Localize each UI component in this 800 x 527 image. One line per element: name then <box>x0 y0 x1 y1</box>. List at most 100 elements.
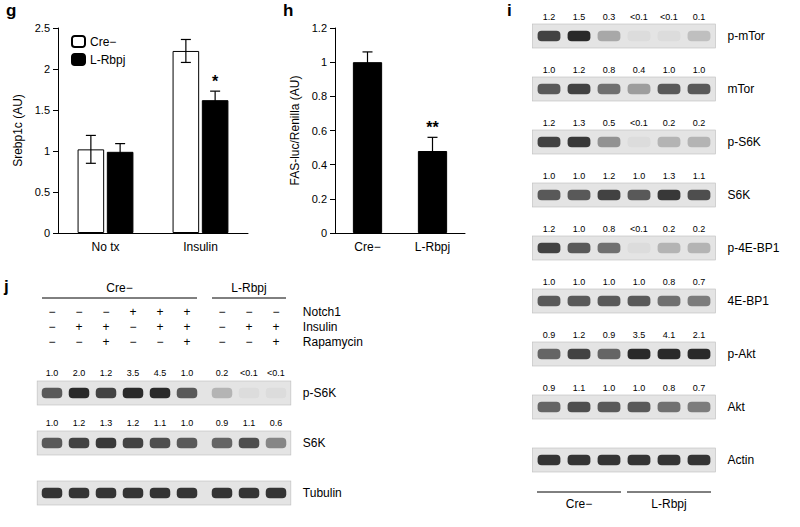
svg-text:1.0: 1.0 <box>181 418 194 428</box>
svg-text:0.8: 0.8 <box>663 277 676 287</box>
svg-text:Cre−: Cre− <box>566 497 592 511</box>
svg-text:+: + <box>183 305 190 319</box>
svg-text:2: 2 <box>44 63 50 75</box>
svg-text:Cre−: Cre− <box>90 35 116 49</box>
svg-text:<0.1: <0.1 <box>630 12 648 22</box>
svg-text:0.3: 0.3 <box>603 12 616 22</box>
svg-text:1.5: 1.5 <box>35 104 50 116</box>
svg-text:2.0: 2.0 <box>73 368 86 378</box>
svg-text:L-Rbpj: L-Rbpj <box>651 497 686 511</box>
svg-text:0.9: 0.9 <box>603 330 616 340</box>
svg-text:1.0: 1.0 <box>633 383 646 393</box>
svg-text:−: − <box>129 320 136 334</box>
svg-text:1.2: 1.2 <box>100 368 113 378</box>
svg-text:L-Rbpj: L-Rbpj <box>231 281 266 295</box>
svg-text:1.0: 1.0 <box>573 224 586 234</box>
svg-text:3.5: 3.5 <box>633 330 646 340</box>
svg-text:+: + <box>183 320 190 334</box>
svg-text:1.1: 1.1 <box>154 418 167 428</box>
svg-text:mTor: mTor <box>728 82 755 96</box>
svg-text:<0.1: <0.1 <box>660 12 678 22</box>
svg-text:0: 0 <box>44 227 50 239</box>
svg-text:p-4E-BP1: p-4E-BP1 <box>728 241 780 255</box>
svg-text:g: g <box>6 1 16 20</box>
svg-text:0.9: 0.9 <box>216 418 229 428</box>
svg-text:−: − <box>156 335 163 349</box>
svg-text:<0.1: <0.1 <box>267 368 285 378</box>
svg-text:0.2: 0.2 <box>312 193 327 205</box>
svg-text:0.6: 0.6 <box>312 125 327 137</box>
svg-text:1.2: 1.2 <box>573 330 586 340</box>
svg-text:−: − <box>129 335 136 349</box>
svg-text:1: 1 <box>321 56 327 68</box>
svg-text:0.2: 0.2 <box>663 224 676 234</box>
svg-text:j: j <box>3 277 9 296</box>
svg-text:L-Rbpj: L-Rbpj <box>90 53 125 67</box>
svg-text:Rapamycin: Rapamycin <box>303 335 363 349</box>
svg-text:0.5: 0.5 <box>603 118 616 128</box>
svg-text:+: + <box>272 335 279 349</box>
svg-text:1.2: 1.2 <box>127 418 140 428</box>
svg-text:Notch1: Notch1 <box>303 305 341 319</box>
svg-text:1.1: 1.1 <box>573 383 586 393</box>
svg-text:<0.1: <0.1 <box>630 224 648 234</box>
svg-text:0.9: 0.9 <box>543 383 556 393</box>
svg-text:0.2: 0.2 <box>693 224 706 234</box>
svg-text:S6K: S6K <box>728 188 751 202</box>
svg-text:−: − <box>218 305 225 319</box>
svg-text:1.0: 1.0 <box>46 368 59 378</box>
svg-text:1.3: 1.3 <box>100 418 113 428</box>
svg-text:p-S6K: p-S6K <box>728 135 761 149</box>
svg-text:−: − <box>75 335 82 349</box>
svg-text:0.2: 0.2 <box>663 118 676 128</box>
svg-text:1.0: 1.0 <box>573 277 586 287</box>
svg-text:Tubulin: Tubulin <box>303 486 342 500</box>
svg-text:0.2: 0.2 <box>693 118 706 128</box>
svg-text:+: + <box>75 320 82 334</box>
svg-text:2.5: 2.5 <box>35 22 50 34</box>
svg-text:−: − <box>245 335 252 349</box>
svg-text:1.0: 1.0 <box>603 383 616 393</box>
svg-text:4.5: 4.5 <box>154 368 167 378</box>
svg-text:1.0: 1.0 <box>633 171 646 181</box>
svg-text:0.7: 0.7 <box>693 277 706 287</box>
svg-text:−: − <box>102 305 109 319</box>
svg-text:1.0: 1.0 <box>543 65 556 75</box>
svg-text:p-S6K: p-S6K <box>303 386 336 400</box>
svg-text:<0.1: <0.1 <box>630 118 648 128</box>
svg-text:1.0: 1.0 <box>46 418 59 428</box>
svg-text:L-Rbpj: L-Rbpj <box>415 240 450 254</box>
svg-text:1.1: 1.1 <box>243 418 256 428</box>
svg-text:−: − <box>218 320 225 334</box>
svg-text:−: − <box>272 305 279 319</box>
svg-text:0.6: 0.6 <box>270 418 283 428</box>
svg-text:1.2: 1.2 <box>543 224 556 234</box>
svg-text:1.0: 1.0 <box>543 171 556 181</box>
svg-text:*: * <box>212 73 219 90</box>
svg-text:No tx: No tx <box>91 240 119 254</box>
svg-text:1.2: 1.2 <box>73 418 86 428</box>
svg-text:Insulin: Insulin <box>303 320 338 334</box>
svg-text:1.5: 1.5 <box>573 12 586 22</box>
svg-text:Cre−: Cre− <box>354 240 380 254</box>
svg-text:1.0: 1.0 <box>603 277 616 287</box>
svg-text:1.0: 1.0 <box>693 65 706 75</box>
svg-text:+: + <box>156 305 163 319</box>
svg-text:−: − <box>48 320 55 334</box>
svg-text:1.0: 1.0 <box>573 171 586 181</box>
svg-text:1.0: 1.0 <box>633 277 646 287</box>
svg-text:0.8: 0.8 <box>603 224 616 234</box>
svg-text:S6K: S6K <box>303 436 326 450</box>
svg-text:Srebp1c (AU): Srebp1c (AU) <box>11 94 25 167</box>
svg-text:1.0: 1.0 <box>543 277 556 287</box>
svg-text:1.0: 1.0 <box>663 65 676 75</box>
svg-text:p-mTor: p-mTor <box>728 29 765 43</box>
svg-text:0.5: 0.5 <box>35 186 50 198</box>
svg-text:−: − <box>245 305 252 319</box>
svg-text:0: 0 <box>321 227 327 239</box>
svg-text:1.2: 1.2 <box>543 118 556 128</box>
svg-text:+: + <box>129 305 136 319</box>
svg-text:Cre−: Cre− <box>106 281 132 295</box>
svg-text:−: − <box>218 335 225 349</box>
svg-text:0.1: 0.1 <box>693 12 706 22</box>
